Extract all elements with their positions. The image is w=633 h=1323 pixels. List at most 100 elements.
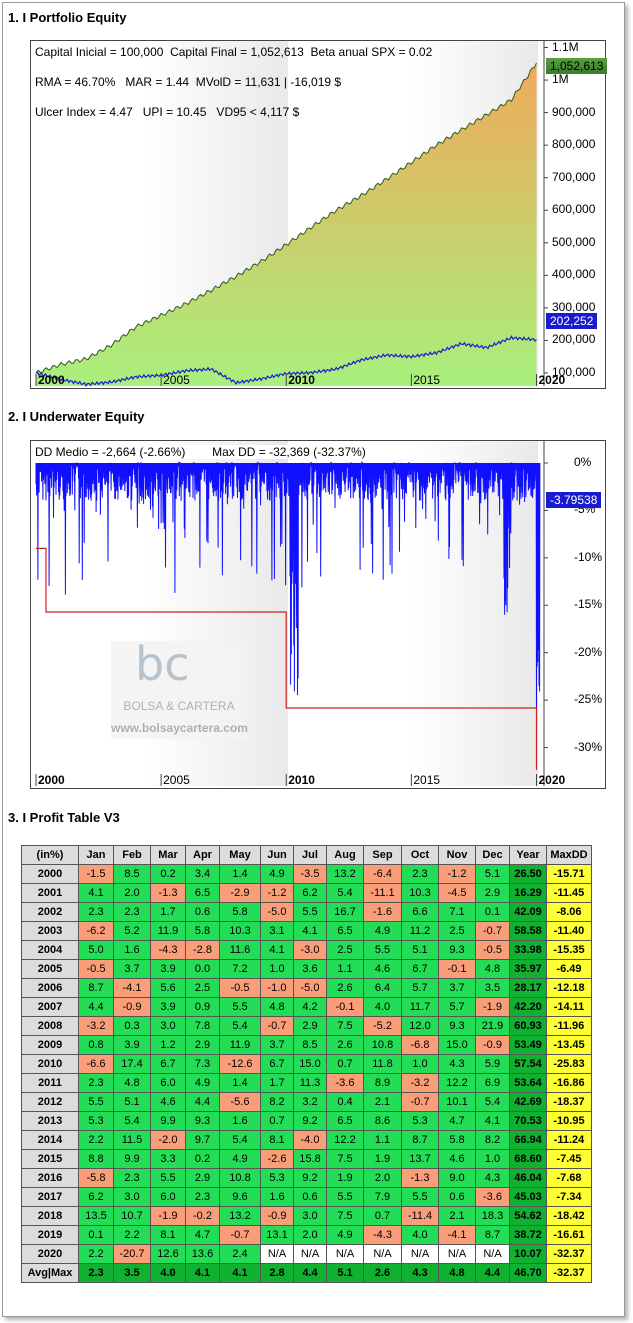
month-cell: 15.0 <box>293 1054 327 1074</box>
row-label: 2016 <box>21 1168 79 1188</box>
underwater-x-tick-label: 2000 <box>38 773 65 787</box>
month-cell: 2.5 <box>326 940 364 960</box>
month-cell: 9.3 <box>185 1111 220 1131</box>
month-cell: 1.4 <box>219 864 261 884</box>
equity-info-line2: RMA = 46.70% MAR = 1.44 MVolD = 11,631 |… <box>35 75 342 89</box>
month-cell: 18.3 <box>475 1206 510 1226</box>
maxdd-cell: -18.42 <box>546 1206 592 1226</box>
month-cell: 6.6 <box>401 902 439 922</box>
maxdd-cell: -10.95 <box>546 1111 592 1131</box>
maxdd-cell: -7.34 <box>546 1187 592 1207</box>
maxdd-cell: -7.45 <box>546 1149 592 1169</box>
month-cell: 2.3 <box>78 902 114 922</box>
avg-cell: -32.37 <box>546 1263 592 1283</box>
month-cell: 2.1 <box>438 1206 476 1226</box>
row-label: 2015 <box>21 1149 79 1169</box>
equity-y-tick-label: 400,000 <box>552 267 596 282</box>
year-return-cell: 53.64 <box>509 1073 547 1093</box>
month-cell: 0.2 <box>150 864 186 884</box>
table-row: 2011 2.3 4.8 6.0 4.9 1.4 1.7 11.3 -3.6 8.9 -3.2 12.… <box>21 1073 592 1093</box>
month-cell: 11.6 <box>219 940 261 960</box>
month-cell: -1.3 <box>150 883 186 903</box>
month-cell: 5.5 <box>293 902 327 922</box>
month-cell: 13.5 <box>78 1206 114 1226</box>
month-cell: -1.2 <box>260 883 294 903</box>
maxdd-cell: -18.37 <box>546 1092 592 1112</box>
underwater-x-tick-label: 2005 <box>163 773 190 787</box>
equity-y-tick-label: 1M <box>552 72 569 87</box>
row-label: 2014 <box>21 1130 79 1150</box>
watermark-url: www.bolsaycartera.com <box>111 721 248 735</box>
month-cell: 2.9 <box>185 1035 220 1055</box>
month-cell: 8.7 <box>78 978 114 998</box>
month-cell: 5.5 <box>219 997 261 1017</box>
underwater-x-tick-label: 2015 <box>413 773 441 787</box>
month-cell: -1.9 <box>475 997 510 1017</box>
row-label: Avg|Max <box>21 1263 79 1283</box>
month-cell: 13.2 <box>326 864 364 884</box>
column-header: Nov <box>438 845 476 865</box>
month-cell: -11.1 <box>363 883 402 903</box>
month-cell: 4.0 <box>363 997 402 1017</box>
month-cell: 1.0 <box>260 959 294 979</box>
column-header: Feb <box>113 845 151 865</box>
avg-cell: 3.5 <box>113 1263 151 1283</box>
month-cell: 12.2 <box>438 1073 476 1093</box>
avg-max-row: Avg|Max 2.3 3.5 4.0 4.1 4.1 2.8 4.4 5.1 2.6 4.3 4.8… <box>21 1263 592 1283</box>
equity-section-title: 1. I Portfolio Equity <box>8 10 127 25</box>
month-cell: -6.8 <box>401 1035 439 1055</box>
table-row: 2017 6.2 3.0 6.0 2.3 9.6 1.6 0.6 5.5 7.9 5.5 0.6 -3.… <box>21 1187 592 1207</box>
table-row: 2001 4.1 2.0 -1.3 6.5 -2.9 -1.2 6.2 5.4 -11.1 10.3… <box>21 883 592 903</box>
column-header: Oct <box>401 845 439 865</box>
row-label: 2005 <box>21 959 79 979</box>
month-cell: -4.3 <box>363 1225 402 1245</box>
month-cell: N/A <box>438 1244 476 1264</box>
month-cell: 4.4 <box>78 997 114 1017</box>
month-cell: -4.1 <box>438 1225 476 1245</box>
month-cell: 11.9 <box>219 1035 261 1055</box>
maxdd-cell: -6.49 <box>546 959 592 979</box>
month-cell: 2.9 <box>293 1016 327 1036</box>
month-cell: -3.6 <box>326 1073 364 1093</box>
table-row: 2018 13.5 10.7 -1.9 -0.2 13.2 -0.9 3.0 7.5 0.7 -11… <box>21 1206 592 1226</box>
row-label: 2018 <box>21 1206 79 1226</box>
year-return-cell: 10.07 <box>509 1244 547 1264</box>
equity-y-tick-label: 100,000 <box>552 364 596 379</box>
underwater-y-tick-label: 0% <box>574 455 592 469</box>
month-cell: -0.5 <box>78 959 114 979</box>
month-cell: -4.5 <box>438 883 476 903</box>
row-label: 2013 <box>21 1111 79 1131</box>
month-cell: N/A <box>363 1244 402 1264</box>
maxdd-cell: -12.18 <box>546 978 592 998</box>
equity-x-tick-label: 2005 <box>163 373 190 387</box>
month-cell: 2.4 <box>219 1244 261 1264</box>
underwater-y-tick-label: -25% <box>574 692 603 707</box>
avg-cell: 2.3 <box>78 1263 114 1283</box>
underwater-x-tick-label: 2020 <box>538 773 566 787</box>
table-row: 2009 0.8 3.9 1.2 2.9 11.9 3.7 8.5 2.6 10.8 -6.8 15.… <box>21 1035 592 1055</box>
table-row: 2008 -3.2 0.3 3.0 7.8 5.4 -0.7 2.9 7.5 -5.2 12.0 9.… <box>21 1016 592 1036</box>
month-cell: 3.7 <box>113 959 151 979</box>
month-cell: 3.7 <box>260 1035 294 1055</box>
month-cell: -2.8 <box>185 940 220 960</box>
month-cell: 0.8 <box>78 1035 114 1055</box>
drawdown-line <box>35 461 541 741</box>
month-cell: -12.6 <box>219 1054 261 1074</box>
avg-cell: 4.4 <box>475 1263 510 1283</box>
row-label: 2002 <box>21 902 79 922</box>
column-header: May <box>219 845 261 865</box>
benchmark-last-value-tag: 202,252 <box>546 313 598 329</box>
month-cell: 0.0 <box>185 959 220 979</box>
year-return-cell: 28.17 <box>509 978 547 998</box>
year-return-cell: 16.29 <box>509 883 547 903</box>
table-row: 2019 0.1 2.2 8.1 4.7 -0.7 13.1 2.0 4.9 -4.3 4.0 -4.… <box>21 1225 592 1245</box>
month-cell: 17.4 <box>113 1054 151 1074</box>
month-cell: 0.7 <box>260 1111 294 1131</box>
month-cell: 3.9 <box>150 997 186 1017</box>
column-header: Aug <box>326 845 364 865</box>
month-cell: -5.0 <box>293 978 327 998</box>
month-cell: 6.2 <box>293 883 327 903</box>
avg-cell: 4.4 <box>293 1263 327 1283</box>
month-cell: 1.6 <box>260 1187 294 1207</box>
month-cell: 2.1 <box>363 1092 402 1112</box>
